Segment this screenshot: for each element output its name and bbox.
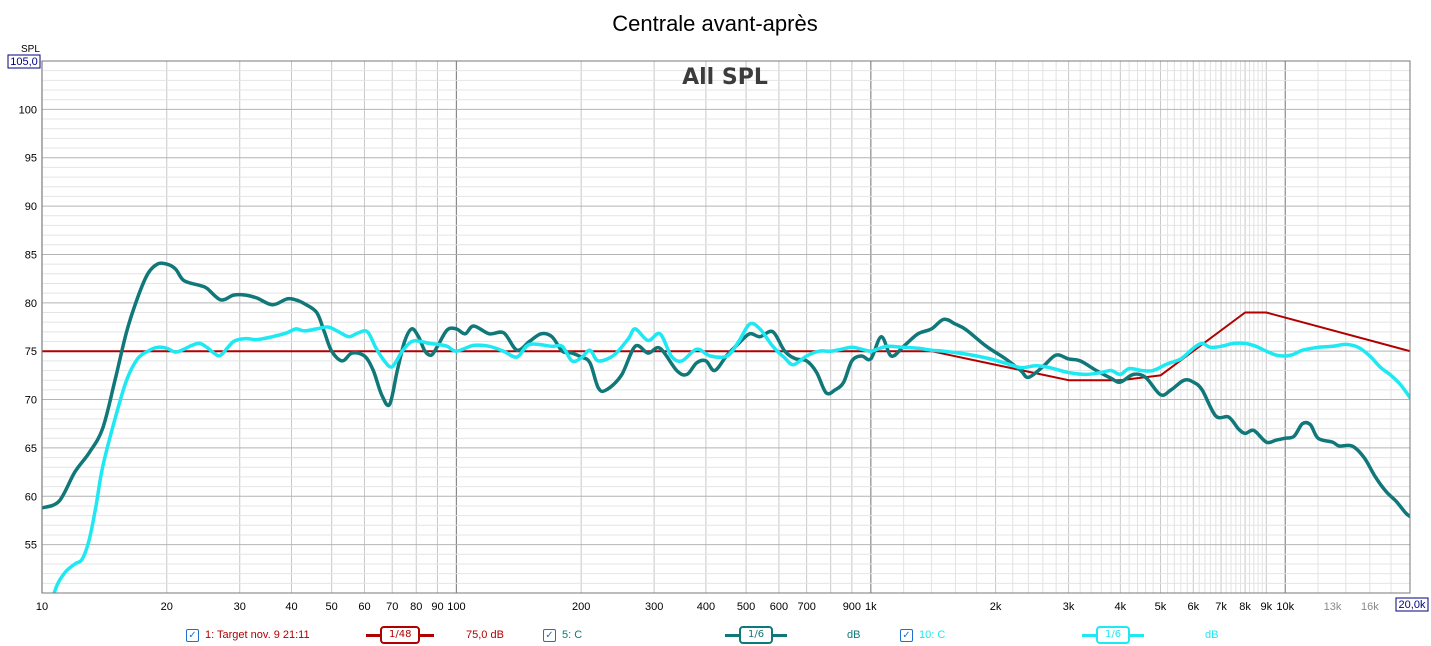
- x-tick-label: 50: [326, 601, 338, 613]
- x-tick-label: 400: [697, 601, 715, 613]
- x-tick-label: 300: [645, 601, 663, 613]
- x-tick-label: 20: [161, 601, 173, 613]
- x-tick-label: 100: [447, 601, 465, 613]
- x-tick-label: 6k: [1187, 601, 1199, 613]
- x-tick-label: 600: [770, 601, 788, 613]
- x-max-value[interactable]: 20,0k: [1399, 599, 1426, 611]
- x-tick-label: 60: [358, 601, 370, 613]
- x-tick-label: 8k: [1239, 601, 1251, 613]
- smoothing-badge-c10[interactable]: 1/6: [1096, 626, 1131, 644]
- x-tick-label: 80: [410, 601, 422, 613]
- y-tick-label: 85: [25, 249, 37, 261]
- legend-label-target: 1: Target nov. 9 21:11: [205, 629, 310, 641]
- x-tick-label: 5k: [1155, 601, 1167, 613]
- x-tick-label: 13k: [1324, 601, 1342, 613]
- watermark-label: All SPL: [682, 65, 768, 90]
- series-line-2: [42, 261, 1410, 519]
- x-tick-label: 90: [431, 601, 443, 613]
- series-layer: [42, 261, 1410, 593]
- y-tick-label: 100: [19, 104, 37, 116]
- x-axis: 10 20 30 40 50 60 70 80 90 100 200 300 400 500 600 700 9…: [36, 601, 1379, 613]
- x-tick-label: 70: [386, 601, 398, 613]
- y-tick-label: 75: [25, 346, 37, 358]
- legend-item-c10[interactable]: ✓ 10: C: [900, 626, 945, 644]
- chart-grid: [41, 60, 1411, 594]
- x-tick-label: 30: [234, 601, 246, 613]
- x-tick-label: 10k: [1276, 601, 1294, 613]
- x-tick-label: 9k: [1260, 601, 1272, 613]
- legend-item-c5[interactable]: ✓ 5: C: [543, 626, 582, 644]
- legend-value-c5: dB: [847, 629, 861, 641]
- x-tick-label: 500: [737, 601, 755, 613]
- y-axis-label: SPL: [21, 44, 40, 55]
- x-tick-label: 10: [36, 601, 48, 613]
- legend-item-target[interactable]: ✓ 1: Target nov. 9 21:11: [186, 626, 310, 644]
- x-tick-label: 900: [843, 601, 861, 613]
- y-tick-label: 70: [25, 395, 37, 407]
- legend-label-c5: 5: C: [562, 629, 583, 641]
- x-tick-label: 2k: [990, 601, 1002, 613]
- x-max-box[interactable]: [1395, 597, 1429, 612]
- y-tick-label: 95: [25, 153, 37, 165]
- y-tick-label: 80: [25, 298, 37, 310]
- x-tick-label: 200: [572, 601, 590, 613]
- legend-label-c10: 10: C: [919, 629, 946, 641]
- x-tick-label: 3k: [1063, 601, 1075, 613]
- y-tick-label: 55: [25, 540, 37, 552]
- legend-value-c10: dB: [1205, 629, 1219, 641]
- smoothing-control-target[interactable]: 1/48: [366, 626, 435, 644]
- checkbox-icon[interactable]: ✓: [900, 628, 913, 642]
- x-tick-label: 1k: [865, 601, 877, 613]
- smoothing-badge-c5[interactable]: 1/6: [739, 626, 774, 644]
- checkbox-icon[interactable]: ✓: [543, 628, 556, 642]
- x-tick-label: 4k: [1115, 601, 1127, 613]
- y-tick-label: 65: [25, 443, 37, 455]
- checkbox-icon[interactable]: ✓: [186, 628, 199, 642]
- y-tick-label: 90: [25, 201, 37, 213]
- y-tick-label: 60: [25, 491, 37, 503]
- series-line-1: [42, 311, 1410, 382]
- y-axis: 55 60 65 70 75 80 85 90 95 100: [19, 104, 37, 551]
- x-tick-label: 7k: [1215, 601, 1227, 613]
- plot-frame: [41, 60, 1411, 594]
- smoothing-control-c10[interactable]: 1/6: [1082, 626, 1145, 644]
- smoothing-control-c5[interactable]: 1/6: [725, 626, 788, 644]
- x-tick-label: 40: [285, 601, 297, 613]
- x-tick-label: 700: [797, 601, 815, 613]
- legend-value-target: 75,0 dB: [466, 629, 504, 641]
- chart-title: Centrale avant-après: [612, 11, 817, 36]
- smoothing-badge-target[interactable]: 1/48: [380, 626, 421, 644]
- x-tick-label: 16k: [1361, 601, 1379, 613]
- series-line-3: [52, 321, 1410, 593]
- y-max-value[interactable]: 105,0: [10, 56, 38, 68]
- y-max-box[interactable]: [7, 54, 41, 69]
